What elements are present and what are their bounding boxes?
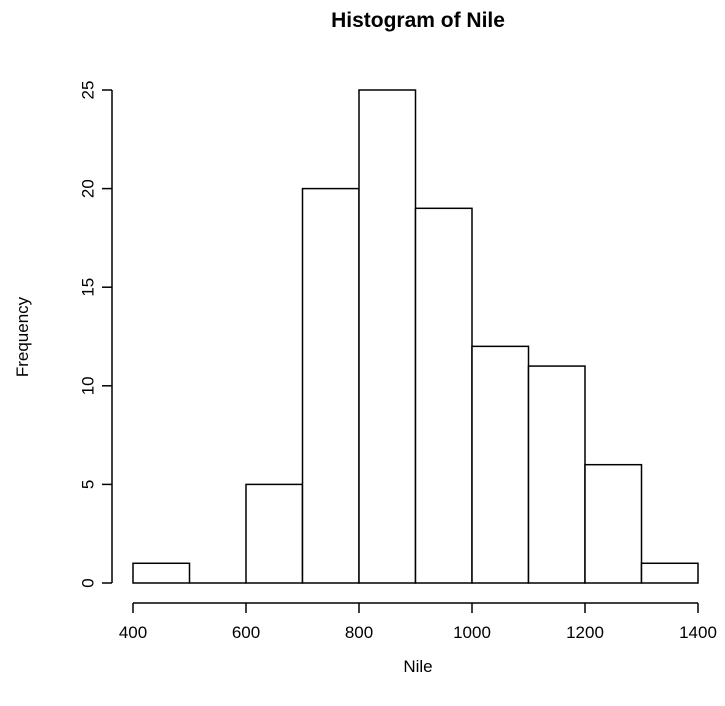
x-tick-label-1200: 1200 — [566, 623, 604, 642]
y-tick-label-0: 0 — [79, 578, 98, 587]
histogram-bar-1300-1400 — [640, 562, 699, 584]
y-tick-label-20: 20 — [79, 179, 98, 198]
histogram-bar-900-1000 — [414, 207, 473, 584]
x-axis-label: Nile — [403, 657, 432, 676]
y-axis: 0 5 10 15 20 25 — [79, 81, 113, 588]
x-axis: 400 600 800 1000 1200 1400 — [119, 602, 717, 642]
y-axis-label: Frequency — [13, 296, 32, 377]
histogram-bar-400-500 — [132, 562, 191, 584]
y-tick-label-25: 25 — [79, 81, 98, 100]
x-tick-label-400: 400 — [119, 623, 147, 642]
histogram-bar-1100-1200 — [527, 365, 586, 584]
y-tick-label-5: 5 — [79, 480, 98, 489]
histogram-bar-1200-1300 — [584, 463, 643, 584]
y-tick-label-10: 10 — [79, 376, 98, 395]
x-tick-label-800: 800 — [345, 623, 373, 642]
y-tick-label-15: 15 — [79, 278, 98, 297]
histogram-bar-800-900 — [358, 89, 417, 584]
chart-title: Histogram of Nile — [331, 9, 505, 32]
x-tick-label-600: 600 — [232, 623, 260, 642]
x-tick-label-1000: 1000 — [453, 623, 491, 642]
histogram-bar-700-800 — [301, 187, 360, 584]
bars-group — [132, 89, 699, 584]
x-tick-label-1400: 1400 — [679, 623, 717, 642]
histogram-bar-600-700 — [245, 483, 304, 584]
histogram-bar-1000-1100 — [471, 345, 530, 584]
